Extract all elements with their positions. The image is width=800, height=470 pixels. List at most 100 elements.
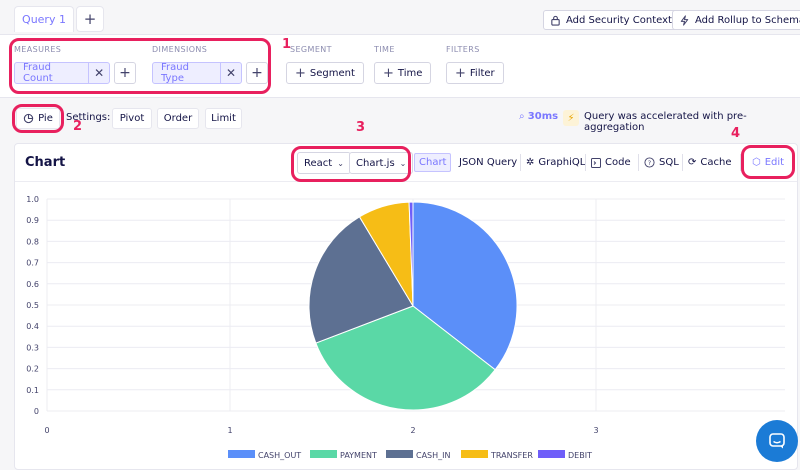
legend-swatch [310,450,337,458]
y-tick-label: 0.5 [26,301,39,310]
remove-measure-icon[interactable]: ✕ [88,63,109,83]
add-segment-button[interactable]: + Segment [286,62,364,84]
lock-icon [550,15,561,26]
chat-icon [767,431,787,451]
add-dimension-button[interactable]: + [246,62,268,84]
tab-query-1[interactable]: Query 1 [14,6,74,32]
pie-slice-payment [315,305,496,411]
filters-label: FILTERS [446,45,480,54]
measure-pill-fraud-count[interactable]: Fraud Count ✕ [14,62,110,84]
legend-label: CASH_IN [416,451,451,460]
x-tick-label: 3 [593,426,598,435]
tab-bar: Query 1 + Add Security Context Add Rollu… [0,0,800,34]
framework-select[interactable]: React ⌄ [297,152,351,174]
sql-help-icon: ? [644,157,655,168]
x-tick-label: 2 [410,426,415,435]
legend-swatch [386,450,413,458]
order-label: Order [163,113,193,124]
library-value: Chart.js [356,157,395,169]
annotation-box-3 [291,146,411,182]
limit-button[interactable]: Limit [205,108,242,129]
graphql-icon: ✲ [526,157,535,168]
dimensions-label: DIMENSIONS [152,45,208,54]
pivot-label: Pivot [119,113,145,124]
add-security-context-button[interactable]: Add Security Context [543,10,679,30]
tab-cache-label: Cache [700,157,732,168]
time-label: TIME [374,45,395,54]
pie-chart: 1.0 0.9 0.8 0.7 0.6 0.5 0.4 0.3 0.2 0.1 0 0 1 2 3 CASH_… [26,195,785,460]
y-tick-label: 0.1 [26,386,39,395]
add-rollup-label: Add Rollup to Schema [695,14,800,26]
pivot-button[interactable]: Pivot [112,108,152,129]
add-filter-button[interactable]: + Filter [446,62,504,84]
plus-icon: + [83,10,97,28]
tab-json-query-label: JSON Query [459,157,518,168]
chat-launcher-button[interactable] [756,420,798,462]
annotation-number-2: 2 [73,119,83,134]
bolt-icon [679,14,690,26]
add-tab-button[interactable]: + [76,6,104,32]
add-rollup-button[interactable]: Add Rollup to Schema [672,10,800,30]
timing-search-icon: ⌕ [519,111,525,122]
measure-pill-label: Fraud Count [23,62,53,84]
chevron-down-icon: ⌄ [337,158,344,168]
plus-icon: + [383,65,394,81]
tab-code[interactable]: Code [587,153,635,172]
code-icon [591,157,601,168]
annotation-box-2 [12,104,64,133]
tab-chart-label: Chart [419,157,447,168]
tab-divider [638,154,639,171]
edit-button[interactable]: ⬡ Edit [748,153,788,172]
add-measure-button[interactable]: + [114,62,136,84]
accel-message: Query was accelerated with pre-aggregati… [584,111,747,133]
annotation-number-3: 3 [356,120,366,135]
add-time-button[interactable]: + Time [374,62,432,84]
tab-divider [520,154,521,171]
limit-label: Limit [211,113,236,124]
y-tick-label: 0.9 [26,216,39,225]
timing-value: 30ms [527,111,559,122]
library-select[interactable]: Chart.js ⌄ [349,152,414,174]
chart-card: Chart React ⌄ Chart.js ⌄ Chart JSON Quer… [14,143,798,470]
pie-slice-debit [408,201,414,307]
legend-swatch [461,450,488,458]
tab-json-query[interactable]: JSON Query [455,153,521,172]
card-header-divider [15,181,797,182]
tab-divider [585,154,586,171]
settings-row: Pie Settings: Pivot Order Limit ⌕ 30ms Q… [0,98,800,140]
y-tick-label: 1.0 [26,195,39,204]
annotation-number-1: 1 [282,37,292,52]
query-builder: MEASURES Fraud Count ✕ + DIMENSIONS Frau… [0,34,800,98]
add-filter-label: Filter [469,67,495,79]
legend-label: TRANSFER [490,451,533,460]
pie-chart-icon [23,113,34,124]
dimension-pill-label: Fraud Type [161,62,189,84]
tab-graphiql-label: GraphiQL [538,157,586,168]
x-tick-label: 0 [44,426,49,435]
pie-slice-cash-in [308,216,414,344]
tab-cache[interactable]: ⟳ Cache [684,153,736,172]
legend-swatch [228,450,255,458]
dimension-pill-fraud-type[interactable]: Fraud Type ✕ [152,62,242,84]
y-tick-label: 0.2 [26,365,39,374]
plus-icon: + [251,65,263,81]
add-segment-label: Segment [309,67,355,79]
order-button[interactable]: Order [157,108,199,129]
query-timing: ⌕ 30ms [519,111,558,122]
acceleration-bolt-icon: ⚡ [563,110,579,126]
tab-chart[interactable]: Chart [414,153,452,172]
remove-dimension-icon[interactable]: ✕ [220,63,241,83]
chart-type-button[interactable]: Pie [16,108,60,129]
framework-value: React [304,157,333,169]
annotation-box-1 [9,38,271,94]
tab-sql[interactable]: ? SQL [640,153,683,172]
y-tick-label: 0 [34,407,39,416]
tab-divider [682,154,683,171]
legend-label: PAYMENT [340,451,377,460]
annotation-number-4: 4 [731,126,741,141]
tab-graphiql[interactable]: ✲ GraphiQL [522,153,589,172]
tab-sql-label: SQL [659,157,679,168]
tab-code-label: Code [605,157,631,168]
pie-slice-cash-out [412,201,518,371]
plus-icon: + [295,65,306,81]
